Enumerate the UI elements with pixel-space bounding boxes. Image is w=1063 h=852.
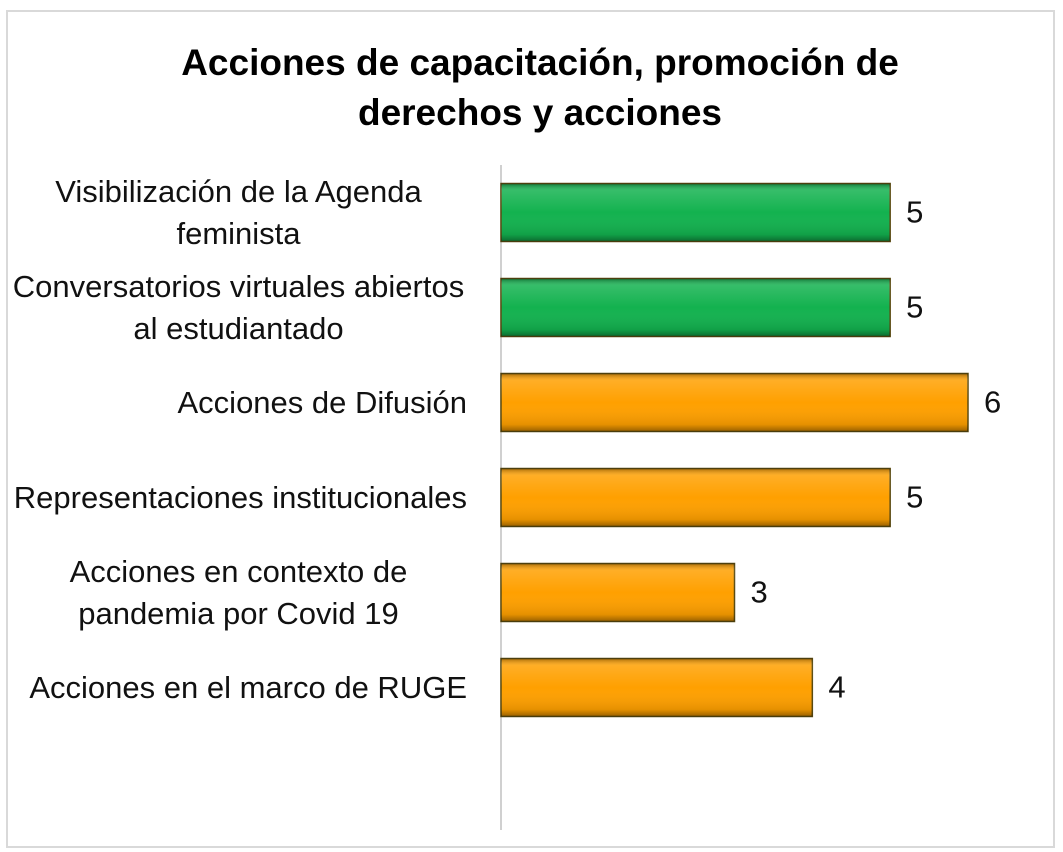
category-label: Acciones de Difusión [177, 384, 468, 420]
category-label: Conversatorios virtuales abiertos al est… [12, 268, 465, 346]
category-label: Visibilización de la Agenda feminista [55, 173, 422, 251]
category-label-box: Acciones en contexto de pandemia por Cov… [10, 545, 467, 640]
category-label-box: Visibilización de la Agenda feminista [10, 165, 467, 260]
chart-title: Acciones de capacitación, promoción de d… [181, 42, 899, 133]
bar-group [500, 467, 891, 528]
category-label-box: Conversatorios virtuales abiertos al est… [10, 260, 467, 355]
value-label: 5 [906, 290, 923, 325]
category-label: Acciones en contexto de pandemia por Cov… [69, 553, 408, 631]
bar-group [500, 277, 891, 338]
value-label: 4 [828, 670, 845, 705]
bar-group [500, 372, 969, 433]
bar-shade [501, 468, 891, 527]
value-label: 3 [751, 575, 768, 610]
category-label-box: Acciones en el marco de RUGE [10, 640, 467, 735]
bar-shade [501, 373, 968, 432]
bar-group [500, 562, 736, 623]
chart-frame [6, 10, 1055, 848]
category-label-box: Representaciones institucionales [10, 450, 467, 545]
bar-shade [501, 658, 813, 717]
value-label: 6 [984, 385, 1001, 420]
category-label-box: Acciones de Difusión [10, 355, 468, 450]
value-label: 5 [906, 480, 923, 515]
bar-shade [501, 183, 891, 242]
bar-group [500, 182, 891, 243]
bar-shade [501, 278, 891, 337]
bar-shade [501, 563, 735, 622]
bar-group [500, 657, 814, 718]
value-label: 5 [906, 195, 923, 230]
category-label: Acciones en el marco de RUGE [29, 669, 467, 705]
category-label: Representaciones institucionales [13, 479, 467, 515]
